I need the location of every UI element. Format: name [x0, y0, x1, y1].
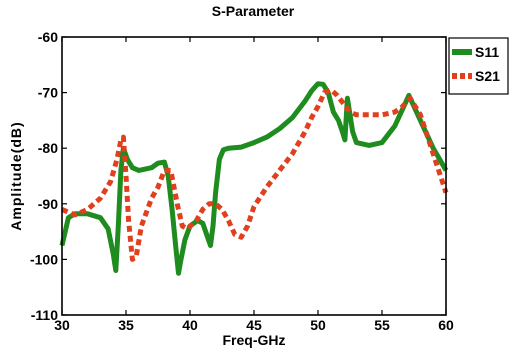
x-tick-label: 60 [438, 317, 454, 333]
y-tick-label: -60 [38, 29, 58, 45]
x-tick-label: 50 [310, 317, 326, 333]
y-tick-label: -70 [38, 85, 58, 101]
x-axis-label: Freq-GHz [223, 332, 286, 348]
x-tick-label: 40 [182, 317, 198, 333]
x-tick-label: 55 [374, 317, 390, 333]
x-tick-label: 30 [54, 317, 70, 333]
y-tick-label: -90 [38, 196, 58, 212]
legend-label-s11: S11 [475, 44, 499, 60]
series-layer [59, 81, 449, 276]
x-tick-label: 35 [118, 317, 134, 333]
series-line-s21 [61, 87, 449, 262]
legend-label-s21: S21 [475, 68, 500, 84]
legend-box [448, 37, 509, 95]
plot-frame [61, 36, 447, 316]
y-tick-label: -100 [30, 251, 58, 267]
x-tick-label: 45 [246, 317, 262, 333]
ticks-layer: 30 35 40 45 50 55 60 -110 -100 -90 -80 -70 -60 [30, 29, 454, 333]
y-tick-label: -110 [31, 307, 58, 323]
y-tick-label: -80 [38, 140, 58, 156]
chart-title: S-Parameter [212, 3, 295, 19]
legend: S11 S21 [448, 37, 509, 95]
y-axis-label: Amplitude(dB) [8, 121, 24, 230]
